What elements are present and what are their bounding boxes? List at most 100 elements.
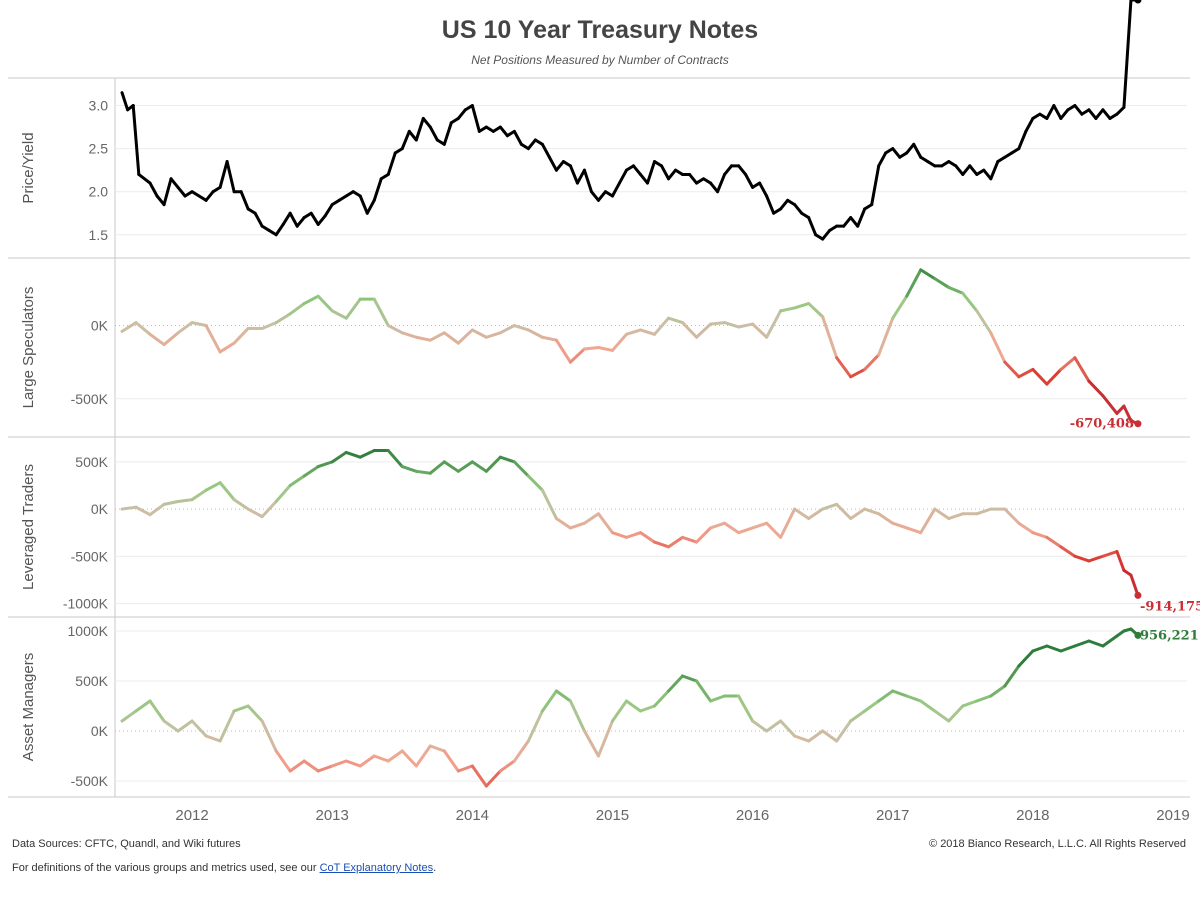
series-segment-large_speculators xyxy=(346,299,360,318)
series-segment-price xyxy=(311,213,318,224)
series-segment-price xyxy=(760,183,767,196)
series-segment-large_speculators xyxy=(669,318,683,322)
series-segment-leveraged_traders xyxy=(458,462,472,471)
series-segment-asset_managers xyxy=(318,766,332,771)
series-segment-large_speculators xyxy=(655,318,669,334)
series-segment-large_speculators xyxy=(416,337,430,340)
series-segment-leveraged_traders xyxy=(1019,523,1033,532)
series-segment-leveraged_traders xyxy=(192,490,206,499)
series-segment-leveraged_traders xyxy=(598,514,612,533)
series-segment-price xyxy=(444,123,451,145)
series-segment-asset_managers xyxy=(290,761,304,771)
series-segment-leveraged_traders xyxy=(865,509,879,514)
series-segment-large_speculators xyxy=(640,330,654,334)
x-tick-label: 2015 xyxy=(596,807,629,824)
series-segment-asset_managers xyxy=(921,701,935,711)
series-segment-large_speculators xyxy=(458,330,472,343)
cot-explanatory-notes-link[interactable]: CoT Explanatory Notes xyxy=(320,862,434,874)
series-segment-large_speculators xyxy=(612,334,626,350)
series-segment-asset_managers xyxy=(570,701,584,731)
series-segment-leveraged_traders xyxy=(893,523,907,528)
series-segment-leveraged_traders xyxy=(725,523,739,532)
series-segment-large_speculators xyxy=(851,369,865,376)
series-segment-large_speculators xyxy=(977,311,991,333)
series-segment-leveraged_traders xyxy=(122,507,136,509)
series-segment-large_speculators xyxy=(809,304,823,317)
y-axis-title-leveraged_traders: Leveraged Traders xyxy=(20,464,37,590)
series-segment-asset_managers xyxy=(542,691,556,711)
series-segment-asset_managers xyxy=(472,766,486,786)
series-segment-leveraged_traders xyxy=(178,500,192,502)
series-segment-price xyxy=(1061,110,1068,119)
series-segment-asset_managers xyxy=(739,696,753,721)
series-segment-large_speculators xyxy=(528,330,542,337)
series-segment-price xyxy=(1096,110,1103,119)
series-segment-price xyxy=(718,174,725,191)
series-segment-asset_managers xyxy=(640,706,654,711)
series-segment-large_speculators xyxy=(584,348,598,349)
series-segment-price xyxy=(879,153,886,166)
end-point-leveraged_traders xyxy=(1134,592,1141,599)
series-segment-leveraged_traders xyxy=(304,467,318,476)
series-segment-asset_managers xyxy=(332,761,346,766)
series-segment-asset_managers xyxy=(655,691,669,706)
series-segment-asset_managers xyxy=(150,701,164,721)
series-segment-leveraged_traders xyxy=(472,462,486,471)
series-segment-asset_managers xyxy=(1061,646,1075,651)
series-segment-price xyxy=(669,170,676,179)
series-segment-asset_managers xyxy=(837,721,851,741)
series-segment-asset_managers xyxy=(935,711,949,721)
series-segment-asset_managers xyxy=(809,731,823,741)
series-segment-large_speculators xyxy=(388,326,402,333)
series-segment-price xyxy=(781,200,788,209)
series-segment-large_speculators xyxy=(683,323,697,338)
y-axis-title-large_speculators: Large Speculators xyxy=(20,287,37,409)
series-segment-price xyxy=(549,157,556,170)
series-segment-asset_managers xyxy=(556,691,570,701)
series-segment-asset_managers xyxy=(304,761,318,771)
series-segment-asset_managers xyxy=(178,721,192,731)
series-segment-price xyxy=(872,166,879,205)
y-tick-label: 0K xyxy=(91,723,109,739)
series-segment-price xyxy=(416,118,423,140)
series-segment-large_speculators xyxy=(164,333,178,345)
series-segment-asset_managers xyxy=(865,701,879,711)
series-segment-large_speculators xyxy=(1089,381,1103,396)
y-tick-label: 2.0 xyxy=(89,184,109,200)
series-segment-large_speculators xyxy=(262,323,276,329)
series-segment-price xyxy=(472,106,479,132)
series-segment-leveraged_traders xyxy=(753,523,767,528)
series-segment-leveraged_traders xyxy=(318,462,332,467)
series-segment-large_speculators xyxy=(1061,358,1075,370)
y-axis-title-price: Price/Yield xyxy=(20,132,37,203)
end-value-label-asset_managers: 956,221 xyxy=(1140,628,1199,643)
series-segment-large_speculators xyxy=(556,340,570,362)
series-segment-price xyxy=(255,213,262,226)
series-segment-leveraged_traders xyxy=(276,485,290,501)
series-segment-leveraged_traders xyxy=(206,483,220,491)
series-segment-leveraged_traders xyxy=(514,462,528,476)
series-segment-price xyxy=(1019,131,1026,148)
series-segment-asset_managers xyxy=(388,751,402,761)
series-segment-leveraged_traders xyxy=(851,509,865,518)
series-segment-asset_managers xyxy=(851,711,865,721)
series-segment-large_speculators xyxy=(542,337,556,340)
series-segment-large_speculators xyxy=(598,348,612,351)
series-segment-asset_managers xyxy=(248,706,262,721)
series-segment-asset_managers xyxy=(206,736,220,741)
series-segment-asset_managers xyxy=(1103,636,1117,646)
series-segment-large_speculators xyxy=(514,326,528,330)
series-segment-leveraged_traders xyxy=(683,537,697,542)
series-segment-large_speculators xyxy=(626,330,640,334)
series-segment-asset_managers xyxy=(1075,641,1089,646)
series-segment-price xyxy=(241,192,248,209)
series-segment-price xyxy=(171,179,178,188)
definitions-prefix: For definitions of the various groups an… xyxy=(12,862,320,874)
series-segment-asset_managers xyxy=(262,721,276,751)
series-segment-large_speculators xyxy=(290,304,304,314)
y-tick-label: -1000K xyxy=(63,595,109,611)
series-segment-leveraged_traders xyxy=(444,462,458,471)
series-segment-price xyxy=(388,153,395,175)
series-segment-price xyxy=(633,166,640,175)
series-segment-large_speculators xyxy=(753,324,767,337)
